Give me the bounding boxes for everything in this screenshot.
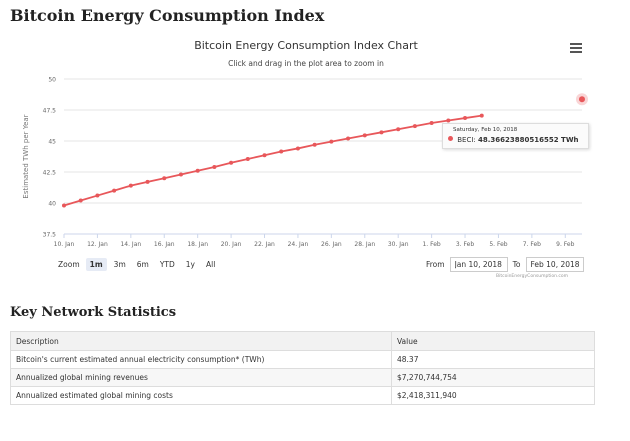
tooltip-value-line: BECI: 48.36623880516552 TWh <box>448 136 579 144</box>
chart-title: Bitcoin Energy Consumption Index Chart <box>194 39 418 52</box>
data-point <box>245 156 250 161</box>
x-tick-label: 30. Jan <box>388 241 409 248</box>
x-tick-label: 24. Jan <box>288 241 309 248</box>
data-point <box>429 121 434 126</box>
data-point <box>346 136 351 141</box>
data-point <box>379 130 384 135</box>
zoom-6m-button[interactable]: 6m <box>136 260 149 269</box>
data-point <box>446 118 451 123</box>
x-tick-label: 1. Feb <box>422 241 440 248</box>
row-description: Annualized estimated global mining costs <box>10 386 392 405</box>
zoom-1m-button[interactable]: 1m <box>85 258 107 271</box>
data-point <box>396 127 401 132</box>
series-dot-icon <box>448 136 453 141</box>
value-column-header: Value <box>391 331 595 351</box>
zoom-all-button[interactable]: All <box>206 260 216 269</box>
data-point <box>262 153 267 158</box>
x-tick-label: 16. Jan <box>154 241 175 248</box>
data-point <box>78 198 83 203</box>
row-description: Bitcoin's current estimated annual elect… <box>10 350 392 369</box>
data-point <box>412 124 417 129</box>
x-tick-label: 7. Feb <box>523 241 541 248</box>
data-point <box>295 146 300 151</box>
x-tick-label: 5. Feb <box>489 241 507 248</box>
data-point <box>579 96 585 103</box>
y-tick-label: 45 <box>48 139 56 146</box>
row-value: $7,270,744,754 <box>391 368 595 387</box>
data-point <box>95 193 100 198</box>
zoom-label: Zoom <box>58 260 80 269</box>
description-column-header: Description <box>10 331 392 351</box>
data-point <box>362 133 367 138</box>
tooltip-value: 48.36623880516552 TWh <box>478 136 579 144</box>
x-tick-label: 12. Jan <box>87 241 108 248</box>
beci-series-line <box>63 114 482 207</box>
data-point <box>212 165 217 170</box>
x-tick-label: 26. Jan <box>321 241 342 248</box>
y-axis-label: Estimated TWh per Year <box>22 114 30 198</box>
zoom-1y-button[interactable]: 1y <box>185 260 195 269</box>
to-label: To <box>512 260 521 269</box>
data-point <box>329 139 334 144</box>
beci-line-chart[interactable]: 37.5 40 42.5 45 47.5 50 10. Jan 12. Jan 14. Jan 1… <box>10 34 602 284</box>
row-value: $2,418,311,940 <box>391 386 595 405</box>
date-range-bar: From To <box>426 257 589 272</box>
y-tick-label: 50 <box>48 77 56 84</box>
key-network-statistics-table: Description Value Bitcoin's current esti… <box>10 331 595 405</box>
chart-credit[interactable]: BitcoinEnergyConsumption.com <box>496 274 569 279</box>
chart-card: 37.5 40 42.5 45 47.5 50 10. Jan 12. Jan 14. Jan 1… <box>10 34 602 284</box>
key-network-statistics-title: Key Network Statistics <box>10 305 177 320</box>
data-point <box>312 142 317 147</box>
x-tick-label: 14. Jan <box>120 241 141 248</box>
data-point <box>112 188 117 193</box>
data-point <box>279 149 284 154</box>
table-row: Bitcoin's current estimated annual elect… <box>10 350 595 369</box>
tooltip-date: Saturday, Feb 10, 2018 <box>453 127 518 133</box>
chart-tooltip: Saturday, Feb 10, 2018 BECI: 48.36623880… <box>442 123 589 149</box>
page-title: Bitcoin Energy Consumption Index <box>10 6 325 25</box>
data-point <box>62 203 66 208</box>
x-tick-label: 10. Jan <box>54 241 75 248</box>
table-row: Annualized estimated global mining costs… <box>10 386 595 405</box>
table-row: Annualized global mining revenues $7,270… <box>10 368 595 387</box>
table-header-row: Description Value <box>10 331 595 351</box>
chart-subtitle: Click and drag in the plot area to zoom … <box>228 59 384 68</box>
y-tick-label: 47.5 <box>43 108 57 115</box>
data-point <box>178 172 183 177</box>
zoom-3m-button[interactable]: 3m <box>113 260 126 269</box>
y-tick-label: 42.5 <box>43 170 57 177</box>
data-point <box>229 160 234 165</box>
data-point <box>463 116 468 121</box>
x-tick-label: 3. Feb <box>456 241 474 248</box>
data-point <box>162 176 167 181</box>
to-date-input[interactable] <box>525 257 584 272</box>
zoom-bar: Zoom 1m 3m 6m YTD 1y All <box>58 258 222 271</box>
hamburger-menu-icon[interactable] <box>570 43 582 53</box>
from-label: From <box>426 260 445 269</box>
zoom-ytd-button[interactable]: YTD <box>159 260 175 269</box>
y-tick-label: 40 <box>48 201 56 208</box>
row-description: Annualized global mining revenues <box>10 368 392 387</box>
x-tick-label: 28. Jan <box>354 241 375 248</box>
data-point <box>479 113 484 118</box>
x-tick-label: 9. Feb <box>556 241 574 248</box>
y-tick-label: 37.5 <box>43 232 57 239</box>
x-tick-label: 20. Jan <box>221 241 242 248</box>
data-point <box>128 183 133 188</box>
data-point <box>195 168 200 173</box>
x-tick-label: 22. Jan <box>254 241 275 248</box>
from-date-input[interactable] <box>449 257 508 272</box>
data-point <box>145 179 150 184</box>
tooltip-series-name: BECI: <box>457 136 476 144</box>
row-value: 48.37 <box>391 350 595 369</box>
x-tick-label: 18. Jan <box>187 241 208 248</box>
